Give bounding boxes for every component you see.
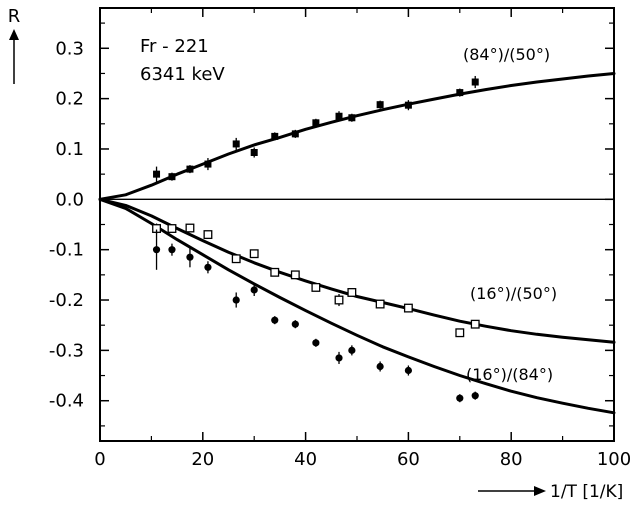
data-point-open-square <box>311 282 321 292</box>
series-label-16-84: (16°)/(84°) <box>466 365 553 384</box>
y-tick-label: 0.1 <box>55 139 84 160</box>
data-point-square <box>250 149 258 157</box>
x-tick-label: 100 <box>597 449 631 470</box>
y-axis: 0.3 0.2 0.1 0.0 -0.1 -0.2 -0.3 -0.4 <box>49 22 614 427</box>
fit-curve-0 <box>98 72 616 201</box>
data-point-circle <box>271 316 279 324</box>
data-point-circle <box>348 346 356 354</box>
data-point-square <box>312 119 320 127</box>
data-point-circle <box>312 339 320 347</box>
data-point-square <box>153 170 161 178</box>
data-markers <box>152 75 480 403</box>
y-tick-label: 0.0 <box>55 189 84 210</box>
data-point-square <box>168 173 176 181</box>
x-tick-label: 20 <box>191 449 214 470</box>
y-axis-arrow-head <box>9 29 19 40</box>
fit-curve-2 <box>98 197 616 415</box>
data-point-circle <box>232 296 240 304</box>
y-tick-label: -0.4 <box>49 391 84 412</box>
data-point-square <box>232 140 240 148</box>
data-point-open-square <box>185 223 195 233</box>
y-tick-label: -0.3 <box>49 340 84 361</box>
data-point-circle <box>168 246 176 254</box>
x-tick-label: 80 <box>500 449 523 470</box>
x-tick-label: 40 <box>294 449 317 470</box>
data-point-circle <box>471 392 479 400</box>
data-point-square <box>204 160 212 168</box>
data-point-square <box>376 101 384 109</box>
data-point-open-square <box>347 288 357 297</box>
x-tick-label: 60 <box>397 449 420 470</box>
data-point-circle <box>456 394 464 402</box>
data-point-circle <box>152 246 161 254</box>
data-point-circle <box>376 362 384 371</box>
y-tick-label: 0.3 <box>55 38 84 59</box>
data-point-circle <box>186 253 194 261</box>
series-label-16-50: (16°)/(50°) <box>470 284 557 303</box>
data-point-open-square <box>403 303 413 313</box>
data-point-square <box>456 89 464 97</box>
data-point-square <box>348 114 356 122</box>
x-axis-arrow-head <box>534 486 546 496</box>
data-point-open-square <box>375 299 385 309</box>
y-axis-label: R <box>8 6 21 27</box>
data-point-square <box>335 112 343 120</box>
nuclide-annotation: Fr - 221 <box>140 36 209 57</box>
fit-curve-1 <box>98 197 616 344</box>
data-point-open-square <box>249 249 259 259</box>
x-axis-label: 1/T [1/K] <box>550 482 623 502</box>
data-point-open-square <box>334 295 344 305</box>
data-point-square <box>404 101 412 109</box>
data-point-open-square <box>167 224 177 233</box>
data-point-square <box>291 130 299 138</box>
data-point-open-square <box>270 267 280 277</box>
energy-annotation: 6341 keV <box>140 64 225 85</box>
data-point-circle <box>404 366 412 375</box>
x-tick-label: 0 <box>94 449 105 470</box>
fit-curves <box>98 72 616 415</box>
data-point-circle <box>291 320 299 328</box>
data-point-open-square <box>290 270 300 280</box>
data-point-open-square <box>231 254 241 264</box>
x-axis: 0 20 40 60 80 100 <box>94 8 631 470</box>
data-point-open-square <box>203 230 213 240</box>
data-point-square <box>186 165 194 173</box>
data-point-open-square <box>455 328 465 338</box>
y-tick-label: 0.2 <box>55 89 84 110</box>
series-label-84-50: (84°)/(50°) <box>463 45 550 64</box>
y-tick-label: -0.2 <box>49 290 84 311</box>
data-point-open-square <box>470 319 480 329</box>
data-point-square <box>271 132 279 140</box>
y-tick-label: -0.1 <box>49 240 84 261</box>
data-point-circle <box>335 354 343 362</box>
data-point-square <box>471 78 479 86</box>
data-point-circle <box>250 286 258 294</box>
data-point-circle <box>204 263 212 271</box>
